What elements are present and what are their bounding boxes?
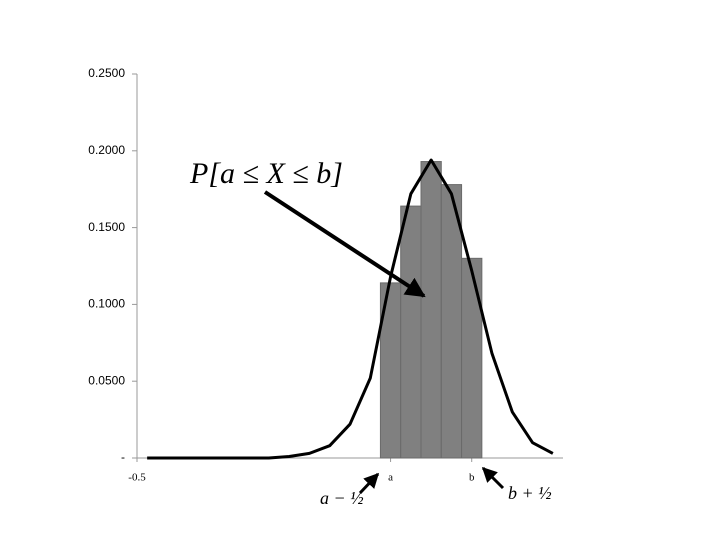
curve xyxy=(147,158,554,460)
arrow xyxy=(263,190,426,298)
arrow xyxy=(481,466,505,490)
plot-area: - 0.0500 0.1000 0.1500 0.2000 0.2500 -0.5 a b xyxy=(88,66,563,484)
x-tick-label: -0.5 xyxy=(128,472,146,484)
annotation: P[a ≤ X ≤ b] xyxy=(189,157,343,190)
annotation: b + ½ xyxy=(508,483,552,503)
arrow xyxy=(358,472,380,495)
bar xyxy=(461,257,483,459)
x-tick-label: b xyxy=(469,472,475,484)
y-tick-label: - xyxy=(121,450,125,464)
x-tick-label: a xyxy=(388,472,393,484)
bar xyxy=(420,161,442,459)
annotation: a − ½ xyxy=(320,488,364,508)
y-tick-label: 0.1000 xyxy=(88,297,125,311)
y-tick-label: 0.2000 xyxy=(88,143,125,157)
bar xyxy=(400,205,422,459)
y-tick-label: 0.2500 xyxy=(88,66,125,80)
y-tick-label: 0.0500 xyxy=(88,373,125,387)
y-tick-label: 0.1500 xyxy=(88,220,125,234)
